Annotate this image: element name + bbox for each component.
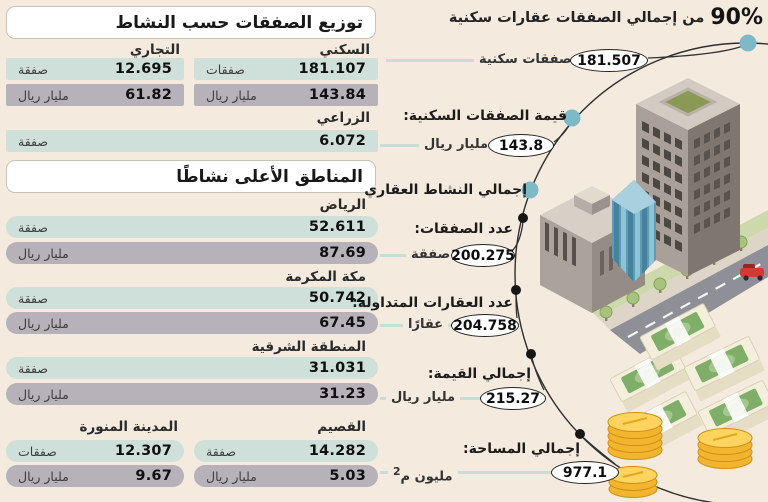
callout-header: إجمالي القيمة: bbox=[427, 366, 531, 382]
callout-label: صفقة bbox=[406, 246, 456, 264]
region-name: مكة المكرمة bbox=[285, 269, 366, 285]
region-value-row: 67.45 مليار ريال bbox=[6, 312, 378, 334]
teal-dot-icon bbox=[563, 109, 581, 127]
column-header-agricultural: الزراعي bbox=[316, 110, 370, 126]
value: 5.03 bbox=[329, 468, 366, 484]
value: 12.307 bbox=[114, 443, 172, 459]
callout-header: إجمالي النشاط العقاري bbox=[364, 182, 527, 198]
callout-value-oval: 977.1 bbox=[551, 461, 619, 484]
value: 52.611 bbox=[308, 219, 366, 235]
commercial-deals-row: 12.695 صفقة bbox=[6, 58, 184, 80]
value: 12.695 bbox=[114, 61, 172, 77]
unit: صفقة bbox=[18, 133, 48, 149]
regions-section-title: المناطق الأعلى نشاطًا bbox=[6, 160, 376, 193]
unit: مليار ريال bbox=[18, 87, 69, 103]
region-name: المدينة المنورة bbox=[79, 419, 178, 435]
teal-dot-icon bbox=[521, 181, 539, 199]
value: 87.69 bbox=[319, 245, 366, 261]
headline: 90% من إجمالي الصفقات عقارات سكنية bbox=[449, 5, 763, 30]
callout-value-oval: 181.507 bbox=[570, 49, 648, 72]
value: 6.072 bbox=[319, 133, 366, 149]
black-dot-icon bbox=[526, 349, 536, 359]
area-unit-sup: 2 bbox=[393, 465, 401, 478]
unit: مليار ريال bbox=[18, 245, 69, 261]
tower-windows-right bbox=[694, 122, 730, 234]
region-name: القصيم bbox=[317, 419, 366, 435]
value: 9.67 bbox=[135, 468, 172, 484]
callout-value-oval: 204.758 bbox=[451, 314, 519, 337]
callout-header: عدد العقارات المتداولة: bbox=[352, 295, 513, 311]
residential-value-row: 143.84 مليار ريال bbox=[194, 84, 378, 106]
area-unit-text: مليون م bbox=[400, 469, 453, 485]
building-illustration bbox=[540, 78, 768, 498]
callout-label: مليار ريال bbox=[386, 389, 461, 407]
callout-label: عقارًا bbox=[403, 316, 449, 334]
callout-value-oval: 200.275 bbox=[451, 244, 515, 267]
unit: مليار ريال bbox=[18, 386, 69, 402]
value: 61.82 bbox=[125, 87, 172, 103]
value: 50.742 bbox=[308, 290, 366, 306]
agricultural-deals-row: 6.072 صفقة bbox=[6, 130, 378, 152]
unit: مليار ريال bbox=[18, 315, 69, 331]
value: 14.282 bbox=[308, 443, 366, 459]
value: 67.45 bbox=[319, 315, 366, 331]
teal-dot-icon bbox=[739, 34, 757, 52]
black-dot-icon bbox=[575, 429, 585, 439]
column-header-commercial: التجاري bbox=[129, 42, 180, 58]
unit: صفقات bbox=[206, 61, 245, 77]
section-title-text: توزيع الصفقات حسب النشاط bbox=[115, 12, 363, 33]
region-deals-row: 31.031 صفقة bbox=[6, 357, 378, 379]
region-deals-row: 52.611 صفقة bbox=[6, 216, 378, 238]
section-title-text: المناطق الأعلى نشاطًا bbox=[176, 166, 363, 187]
unit: مليار ريال bbox=[206, 468, 257, 484]
region-name: المنطقة الشرقية bbox=[251, 339, 366, 355]
region-name: الرياض bbox=[319, 197, 366, 213]
column-header-residential: السكني bbox=[319, 42, 370, 58]
region-value-row: 31.23 مليار ريال bbox=[6, 383, 378, 405]
unit: صفقات bbox=[18, 443, 57, 459]
unit: مليار ريال bbox=[206, 87, 257, 103]
region-value-row: 5.03 مليار ريال bbox=[194, 465, 378, 487]
callout-label: مليون م2 bbox=[388, 463, 458, 487]
tower-building bbox=[636, 78, 740, 276]
value: 143.84 bbox=[308, 87, 366, 103]
callout-header: عدد الصفقات: bbox=[414, 221, 513, 237]
residential-deals-row: 181.107 صفقات bbox=[194, 58, 378, 80]
region-value-row: 87.69 مليار ريال bbox=[6, 242, 378, 264]
value: 31.031 bbox=[308, 360, 366, 376]
road bbox=[610, 245, 768, 354]
unit: صفقة bbox=[18, 290, 48, 306]
region-deals-row: 14.282 صفقة bbox=[194, 440, 378, 462]
glass-tower bbox=[612, 180, 656, 282]
callout-header: قيمة الصفقات السكنية: bbox=[403, 108, 567, 124]
unit: مليار ريال bbox=[18, 468, 69, 484]
green-roof bbox=[658, 87, 718, 117]
unit: صفقة bbox=[18, 219, 48, 235]
black-dot-icon bbox=[511, 285, 521, 295]
callout-label: صفقات سكنية bbox=[474, 51, 577, 69]
car-icon bbox=[740, 264, 764, 281]
region-value-row: 9.67 مليار ريال bbox=[6, 465, 184, 487]
activity-section-title: توزيع الصفقات حسب النشاط bbox=[6, 6, 376, 39]
unit: صفقة bbox=[206, 443, 236, 459]
black-dot-icon bbox=[518, 213, 528, 223]
callout-label: مليار ريال bbox=[419, 136, 494, 154]
value: 31.23 bbox=[319, 386, 366, 402]
commercial-value-row: 61.82 مليار ريال bbox=[6, 84, 184, 106]
unit: صفقة bbox=[18, 61, 48, 77]
region-deals-row: 12.307 صفقات bbox=[6, 440, 184, 462]
value: 181.107 bbox=[298, 61, 366, 77]
callout-value-oval: 143.8 bbox=[488, 134, 554, 157]
road-centerline bbox=[627, 259, 768, 338]
region-deals-row: 50.742 صفقة bbox=[6, 287, 378, 309]
headline-text: من إجمالي الصفقات عقارات سكنية bbox=[448, 9, 705, 26]
callout-header: إجمالي المساحة: bbox=[463, 441, 580, 457]
callout-value-oval: 215.27 bbox=[480, 387, 546, 410]
coin-stack-icon bbox=[607, 412, 753, 498]
arc-dots bbox=[511, 34, 757, 439]
headline-percent: 90% bbox=[710, 5, 763, 30]
unit: صفقة bbox=[18, 360, 48, 376]
